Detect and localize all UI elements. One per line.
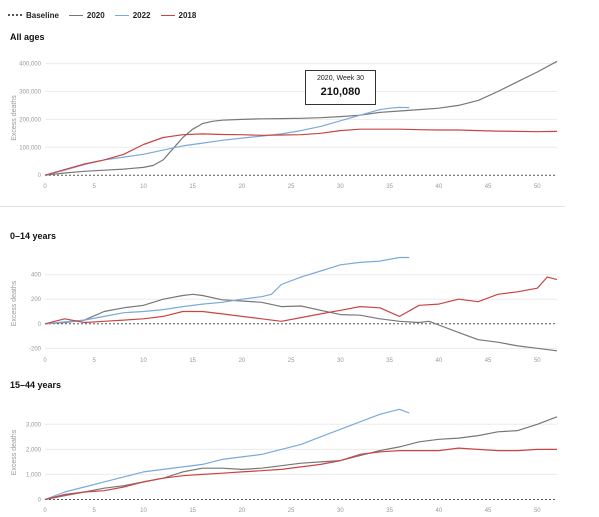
legend-item-baseline[interactable]: Baseline xyxy=(8,11,59,20)
x-tick-label: 40 xyxy=(436,358,443,364)
x-tick-label: 20 xyxy=(239,358,246,364)
x-tick-label: 5 xyxy=(93,508,97,514)
series-line-2018 xyxy=(44,128,558,176)
x-tick-label: 15 xyxy=(189,508,196,514)
x-tick-label: 0 xyxy=(43,508,47,514)
x-tick-label: 15 xyxy=(189,358,196,364)
panel-divider xyxy=(0,206,565,207)
y-tick-label: 0 xyxy=(38,497,42,503)
y-tick-label: 300,000 xyxy=(19,89,41,95)
x-tick-label: 40 xyxy=(436,184,443,190)
tooltip: 2020, Week 30 210,080 xyxy=(305,70,376,105)
y-tick-label: 3,000 xyxy=(26,422,42,428)
y-tick-label: 100,000 xyxy=(19,145,41,151)
x-tick-label: 35 xyxy=(386,508,393,514)
x-tick-label: 20 xyxy=(239,184,246,190)
panel-title-all-ages: All ages xyxy=(10,32,45,42)
x-tick-label: 30 xyxy=(337,184,344,190)
y-tick-label: 0 xyxy=(38,173,42,179)
x-tick-label: 45 xyxy=(485,358,492,364)
x-tick-label: 50 xyxy=(534,508,541,514)
x-tick-label: 35 xyxy=(386,358,393,364)
x-tick-label: 20 xyxy=(239,508,246,514)
series-line-2020 xyxy=(44,293,558,352)
legend-item-2022[interactable]: 2022 xyxy=(114,10,151,20)
series-line-2022 xyxy=(44,256,410,325)
tooltip-title: 2020, Week 30 xyxy=(317,75,364,82)
x-tick-label: 25 xyxy=(288,508,295,514)
panel-title-15-44: 15–44 years xyxy=(10,380,62,390)
legend-label-2020: 2020 xyxy=(86,10,105,20)
y-tick-label: 400 xyxy=(31,273,42,279)
y-axis-label: Excess deaths xyxy=(11,95,18,141)
y-tick-label: 1,000 xyxy=(26,472,42,478)
y-tick-label: -200 xyxy=(29,346,42,352)
x-tick-label: 25 xyxy=(288,184,295,190)
y-tick-label: 200,000 xyxy=(19,117,41,123)
y-axis-label: Excess deaths xyxy=(11,429,18,475)
legend-item-2018[interactable]: 2018 xyxy=(160,10,197,20)
x-tick-label: 45 xyxy=(485,508,492,514)
y-tick-label: 2,000 xyxy=(26,447,42,453)
x-tick-label: 5 xyxy=(93,358,97,364)
legend-swatch-2020 xyxy=(68,14,83,16)
x-tick-label: 50 xyxy=(534,358,541,364)
y-tick-label: 400,000 xyxy=(19,62,41,68)
x-tick-label: 30 xyxy=(337,358,344,364)
x-tick-label: 25 xyxy=(288,358,295,364)
x-tick-label: 45 xyxy=(485,184,492,190)
legend-swatch-2018 xyxy=(160,14,175,16)
y-tick-label: 200 xyxy=(31,297,42,303)
legend-swatch-2022 xyxy=(114,14,129,16)
legend-swatch-baseline xyxy=(8,14,22,16)
x-tick-label: 50 xyxy=(534,184,541,190)
x-tick-label: 5 xyxy=(93,184,97,190)
x-tick-label: 35 xyxy=(386,184,393,190)
legend-label-baseline: Baseline xyxy=(26,10,59,20)
legend-item-2020[interactable]: 2020 xyxy=(68,10,105,20)
legend: Baseline 2020 2022 2018 xyxy=(8,8,196,22)
x-tick-label: 10 xyxy=(140,184,147,190)
series-line-2022 xyxy=(44,408,410,501)
x-tick-label: 10 xyxy=(140,358,147,364)
legend-label-2022: 2022 xyxy=(132,10,151,20)
tooltip-value: 210,080 xyxy=(320,86,361,98)
x-tick-label: 15 xyxy=(189,184,196,190)
x-tick-label: 0 xyxy=(43,358,47,364)
series-line-2020 xyxy=(44,416,558,501)
x-tick-label: 30 xyxy=(337,508,344,514)
series-line-2020 xyxy=(44,60,558,176)
x-tick-label: 10 xyxy=(140,508,147,514)
y-axis-label: Excess deaths xyxy=(11,280,18,326)
legend-label-2018: 2018 xyxy=(178,10,197,20)
series-line-2018 xyxy=(44,447,557,501)
x-tick-label: 0 xyxy=(43,184,47,190)
y-tick-label: 0 xyxy=(38,322,42,328)
x-tick-label: 40 xyxy=(436,508,443,514)
series-line-2022 xyxy=(44,106,410,176)
series-line-2018 xyxy=(44,276,558,325)
panel-title-0-14: 0–14 years xyxy=(10,231,57,241)
